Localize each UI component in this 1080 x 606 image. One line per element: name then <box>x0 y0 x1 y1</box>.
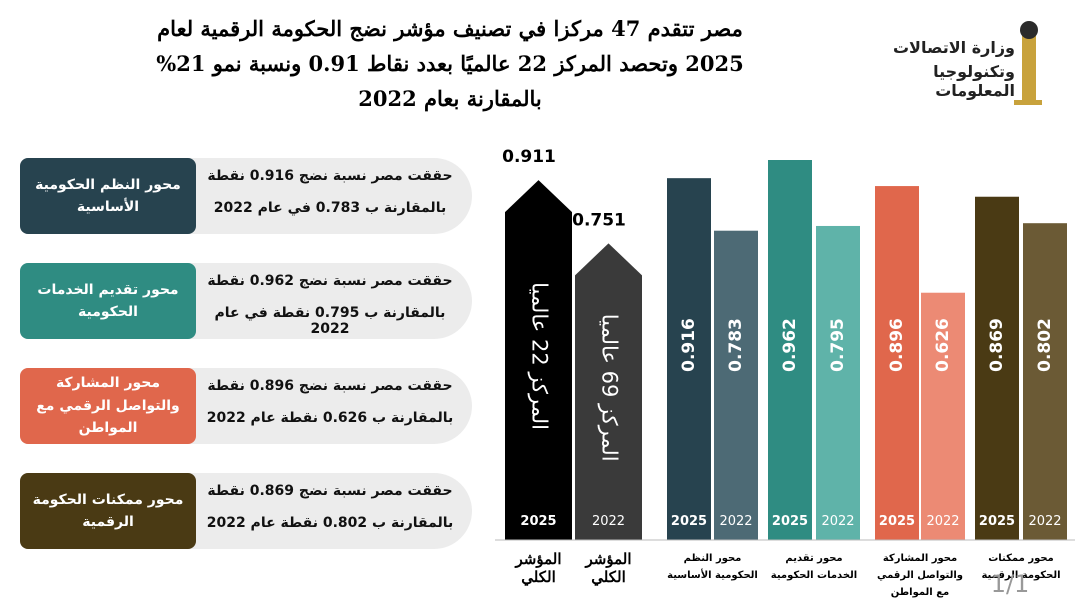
panel-text: حققت مصر نسبة نضج 0.962 نقطة <box>207 273 453 289</box>
panel-label: محور النظم الحكومية الأساسية <box>20 158 196 234</box>
year-label: 2022 <box>1028 514 1061 529</box>
year-label: 2025 <box>772 514 808 529</box>
value-label: 0.795 <box>828 318 848 372</box>
bar <box>975 196 1019 540</box>
arrow-bar <box>575 243 642 540</box>
title-line: بالمقارنة بعام 2022 <box>358 86 542 111</box>
value-label: 0.962 <box>780 318 800 372</box>
bar <box>816 225 860 540</box>
year-label: 2025 <box>979 514 1015 529</box>
rank-annotation: المركز 22 عالميا <box>528 282 552 430</box>
bar <box>667 178 711 540</box>
title-line: مصر تتقدم 47 مركزا في تصنيف مؤشر نضج الح… <box>157 16 743 41</box>
bar <box>768 160 812 540</box>
panel-text: حققت مصر نسبة نضج 0.916 نقطة <box>207 168 453 184</box>
panel-text: بالمقارنة ب 0.783 في عام 2022 <box>213 200 447 216</box>
panel-text: بالمقارنة ب 0.626 نقطة عام 2022 <box>206 410 454 426</box>
bar <box>921 292 965 540</box>
value-label: 0.869 <box>987 318 1007 372</box>
panel-label: محور المشاركة والتواصل الرقمي مع المواطن <box>20 368 196 444</box>
year-label: 2022 <box>926 514 959 529</box>
logo-text: وتكنولوجيا المعلومات <box>933 62 1015 100</box>
bar <box>1023 223 1067 540</box>
year-label: 2022 <box>821 514 854 529</box>
year-label: 2025 <box>520 514 556 529</box>
bar <box>714 230 758 541</box>
value-label: 0.783 <box>726 318 746 372</box>
year-label: 2025 <box>671 514 707 529</box>
panel-text: بالمقارنة ب 0.795 نقطة في عام 2022 <box>214 305 446 337</box>
panel-text: حققت مصر نسبة نضج 0.896 نقطة <box>207 378 453 394</box>
value-label: 0.911 <box>502 147 556 167</box>
x-tick-label: محور تقديم الخدمات الحكومية <box>770 553 858 581</box>
x-tick-label: محور النظم الحكومية الأساسية <box>667 553 758 581</box>
logo-icon <box>1014 21 1042 105</box>
value-label: 0.626 <box>933 318 953 372</box>
value-label: 0.896 <box>887 318 907 372</box>
panel-label: محور ممكنات الحكومة الرقمية <box>20 473 196 549</box>
panel-label: محور تقديم الخدمات الحكومية <box>20 263 196 339</box>
logo-text: وزارة الاتصالات <box>892 38 1015 57</box>
x-tick-label: المؤشر الكلي <box>515 550 562 586</box>
value-label: 0.751 <box>572 210 626 230</box>
arrow-bar <box>505 180 572 541</box>
page-number: 1/1 <box>990 570 1030 598</box>
panel-text: بالمقارنة ب 0.802 نقطة عام 2022 <box>206 515 454 531</box>
panel-text: حققت مصر نسبة نضج 0.869 نقطة <box>207 483 453 499</box>
rank-annotation: المركز 69 عالميا <box>598 314 622 462</box>
title-line: 2025 وتحصد المركز 22 عالميًا بعدد نقاط 0… <box>156 51 744 76</box>
x-tick-label: المؤشر الكلي <box>585 550 632 586</box>
x-tick-label: محور المشاركة والتواصل الرقمي مع المواطن <box>876 553 964 598</box>
bar <box>875 186 919 540</box>
x-tick-label: محور ممكنات الحكومة الرقمية <box>981 553 1061 581</box>
value-label: 0.916 <box>679 318 699 372</box>
year-label: 2022 <box>719 514 752 529</box>
value-label: 0.802 <box>1035 318 1055 372</box>
year-label: 2022 <box>592 514 625 529</box>
year-label: 2025 <box>879 514 915 529</box>
